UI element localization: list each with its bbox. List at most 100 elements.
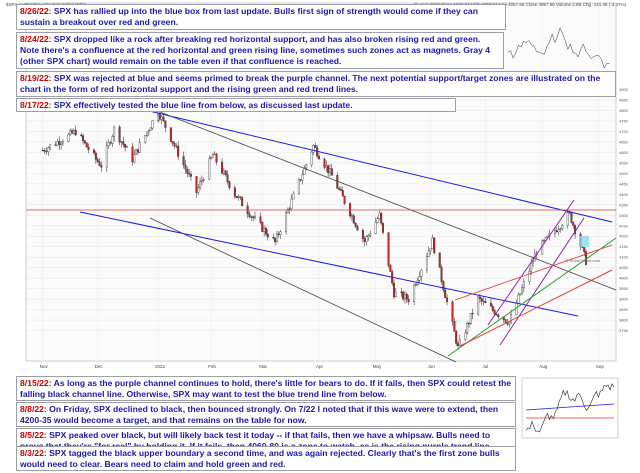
candle-body: [374, 221, 377, 234]
candle-body: [288, 208, 291, 210]
candle-body: [74, 130, 77, 136]
candle-body: [433, 237, 436, 253]
candle-body: [286, 209, 289, 214]
y-tick-label: 4900: [619, 87, 629, 92]
candle-body: [420, 269, 423, 277]
blue-channel-lower-line: [79, 211, 579, 317]
candle-body: [202, 179, 205, 181]
candle-body: [164, 120, 167, 128]
candle-body: [222, 170, 225, 174]
candle-body: [200, 179, 203, 182]
candle-body: [43, 150, 46, 152]
candle-body: [61, 141, 64, 144]
x-tick-label: Apr: [316, 364, 324, 369]
candle-body: [314, 145, 317, 148]
candle-body: [471, 312, 474, 315]
candle-body: [224, 170, 227, 176]
candle-body: [149, 127, 152, 131]
candle-body: [444, 289, 447, 299]
candle-body: [407, 298, 410, 303]
candle-body: [41, 150, 44, 152]
candle-body: [120, 141, 123, 143]
candle-body: [49, 144, 52, 149]
note-text: SPX tagged the black upper boundary a se…: [20, 448, 500, 469]
y-tick-label: 4100: [619, 255, 629, 260]
candle-body: [559, 228, 562, 230]
x-tick-label: Dec: [95, 364, 104, 369]
candle-body: [553, 230, 556, 234]
candle-body: [305, 164, 308, 169]
candle-body: [530, 262, 533, 272]
candle-body: [413, 284, 416, 303]
note-0808: 8/8/22: On Friday, SPX declined to black…: [16, 402, 516, 427]
candle-body: [403, 293, 406, 300]
candle-body: [453, 321, 456, 332]
candle-series: [41, 110, 588, 350]
candle-body: [82, 135, 85, 141]
inset-chart: [525, 383, 615, 433]
purple-channel-upper-line: [487, 199, 575, 326]
candle-body: [277, 233, 280, 235]
top-inset-chart: [507, 27, 610, 69]
candle-body: [263, 228, 266, 232]
candle-body: [504, 319, 507, 323]
candle-body: [146, 131, 149, 136]
candle-body: [237, 196, 240, 199]
candle-body: [221, 161, 224, 174]
note-date: 8/5/22:: [20, 430, 47, 440]
candle-body: [354, 222, 357, 227]
candle-body: [71, 130, 74, 134]
candle-body: [451, 301, 454, 322]
candle-body: [521, 287, 524, 294]
candle-body: [557, 229, 560, 233]
candle-body: [182, 156, 185, 166]
candle-body: [570, 211, 573, 223]
x-tick-label: 2022: [155, 364, 166, 369]
candle-body: [489, 302, 492, 307]
candle-body: [341, 190, 344, 197]
candle-body: [177, 145, 180, 157]
candle-body: [54, 144, 57, 146]
candle-body: [466, 323, 469, 334]
candle-body: [195, 176, 198, 193]
y-axis-ticks: 4900 4850 4800 4750 4700 4650 4600 4550 4500 4450…: [619, 87, 629, 333]
candle-body: [393, 282, 395, 298]
note-text: SPX dropped like a rock after breaking r…: [20, 34, 491, 66]
candle-body: [138, 142, 141, 153]
red-rising-line: [459, 269, 613, 347]
candle-body: [135, 149, 138, 155]
y-tick-label: 4500: [619, 171, 629, 176]
candle-body: [83, 140, 86, 144]
copyright-label: © StockCharts.com: [565, 258, 600, 263]
candle-body: [301, 174, 304, 181]
candle-body: [239, 196, 242, 199]
candle-body: [583, 247, 586, 253]
candle-body: [339, 189, 342, 191]
y-tick-label: 4250: [619, 223, 629, 228]
candle-body: [515, 302, 518, 315]
note-date: 8/19/22:: [20, 73, 52, 83]
candle-body: [285, 212, 288, 233]
candle-body: [555, 230, 558, 233]
y-tick-label: 3850: [619, 307, 629, 312]
note-0815: 8/15/22: As long as the purple channel c…: [16, 376, 516, 401]
candle-body: [151, 120, 154, 129]
x-axis-ticks: Nov Dec 2022 Feb Mar Apr May Jun Jul Aug Sep: [40, 364, 605, 369]
candle-body: [517, 294, 520, 304]
y-tick-label: 4400: [619, 192, 629, 197]
candle-body: [72, 130, 75, 134]
y-tick-label: 3900: [619, 297, 629, 302]
y-tick-label: 4050: [619, 265, 629, 270]
x-tick-label: Sep: [596, 364, 605, 369]
candle-body: [56, 141, 59, 146]
candle-body: [418, 276, 421, 281]
candle-body: [532, 261, 534, 264]
y-tick-label: 4750: [619, 118, 629, 123]
x-tick-label: Nov: [40, 364, 49, 369]
candle-body: [261, 222, 264, 232]
candle-body: [160, 116, 163, 120]
candle-body: [158, 114, 161, 120]
candle-body: [468, 323, 470, 325]
candle-body: [67, 134, 70, 142]
candle-body: [352, 215, 355, 224]
